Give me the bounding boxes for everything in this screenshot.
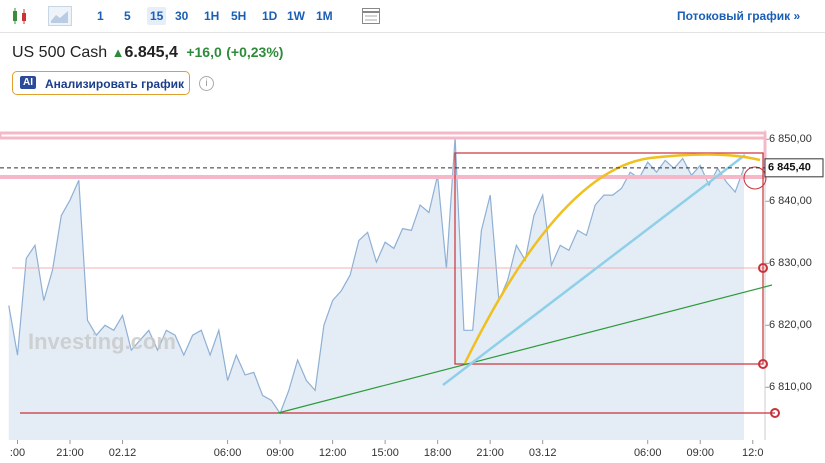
y-tick-label: 6 830,00: [769, 257, 812, 269]
timeframe[interactable]: 1: [97, 9, 104, 23]
x-tick-label: 21:00: [476, 447, 504, 459]
stream-link[interactable]: Потоковый график »: [677, 9, 801, 23]
x-tick-label: :00: [10, 447, 25, 459]
timeframe[interactable]: 30: [175, 9, 189, 23]
area-icon[interactable]: [48, 6, 72, 26]
x-tick-label: 12:00: [319, 447, 347, 459]
y-tick-label: 6 810,00: [769, 381, 812, 393]
watermark: Investing.com: [28, 329, 176, 354]
curve-drawing: [463, 153, 761, 364]
ai-badge: AI: [20, 76, 36, 89]
ai-button[interactable]: AI Анализировать график: [12, 71, 190, 95]
line: [8, 137, 745, 415]
handle: [770, 408, 780, 418]
area: [8, 137, 744, 440]
handle: [743, 166, 767, 190]
price: 6.845,4: [124, 44, 178, 61]
candle-icon[interactable]: [10, 7, 30, 25]
y-tick-label: 6 850,00: [769, 133, 812, 145]
x-tick-label: 06:00: [634, 447, 662, 459]
up-arrow: ▲: [111, 45, 125, 60]
timeframe[interactable]: 5H: [231, 9, 247, 23]
timeframe[interactable]: 1D: [262, 9, 278, 23]
x-tick-label: 09:00: [266, 447, 294, 459]
x-tick-label: 06:00: [214, 447, 242, 459]
timeframe[interactable]: 15: [147, 7, 167, 25]
handle: [758, 359, 768, 369]
last-price-box: [764, 158, 824, 178]
plot: 6 810,00 6 820,00 6 830,00 6 840,00 6 850,00…: [8, 130, 812, 459]
ai-label: Анализировать график: [45, 77, 184, 91]
pink-band: [0, 131, 767, 140]
timeframe[interactable]: 1H: [204, 9, 220, 23]
instrument: US 500 Cash: [12, 44, 108, 61]
last-price-label: 6 845,40: [768, 162, 811, 174]
x-tick-label: 03.12: [529, 447, 557, 459]
x-tick-label: 09:00: [686, 447, 714, 459]
change-pct: (+0,23%): [226, 44, 284, 60]
change: +16,0: [186, 44, 222, 60]
x-tick-label: 02.12: [109, 447, 137, 459]
y-tick-label: 6 840,00: [769, 195, 812, 207]
table-icon[interactable]: [361, 7, 381, 25]
handle: [758, 263, 768, 273]
header: US 500 Cash ▲6.845,4 +16,0 (+0,23%): [12, 44, 283, 62]
info-icon[interactable]: i: [199, 76, 214, 91]
y-tick-label: 6 820,00: [769, 319, 812, 331]
timeframe[interactable]: 1W: [287, 9, 305, 23]
trend-line: [277, 284, 773, 414]
timeframe[interactable]: 5: [124, 9, 131, 23]
x-tick-label: 21:00: [56, 447, 84, 459]
rectangle-drawing: [454, 152, 764, 365]
x-tick-label: 12:0: [742, 447, 763, 459]
toolbar: 1 5 15 30 1H 5H 1D 1W 1M Потоковый график »: [0, 0, 825, 33]
x-tick-label: 18:00: [424, 447, 452, 459]
trend-line: [442, 154, 746, 386]
timeframe[interactable]: 1M: [316, 9, 333, 23]
x-tick-label: 15:00: [371, 447, 399, 459]
